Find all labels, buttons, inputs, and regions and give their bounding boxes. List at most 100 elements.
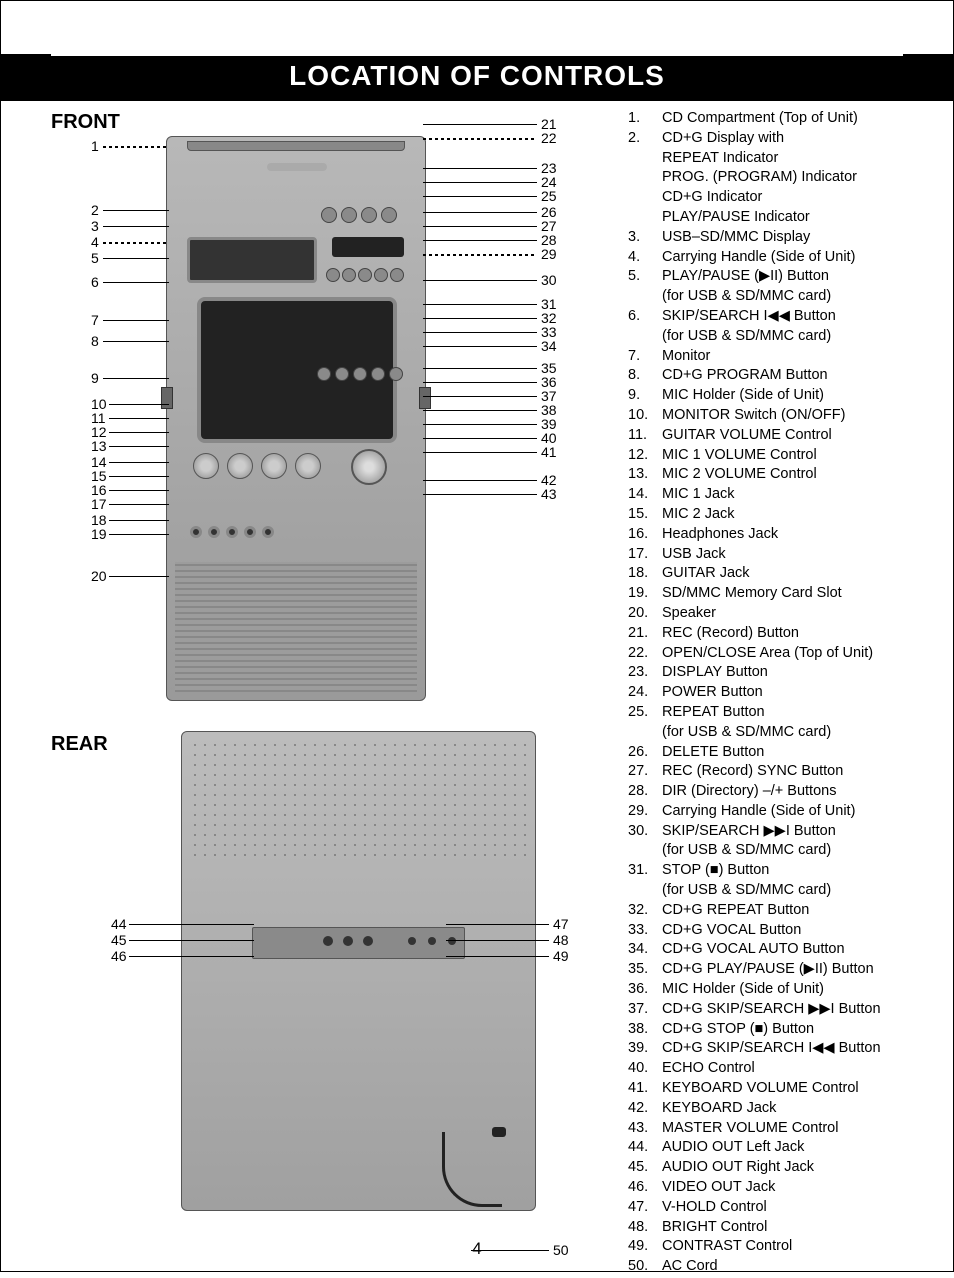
- echo-knob: [351, 449, 387, 485]
- legend-number: 16.: [628, 526, 660, 544]
- legend-number: [628, 328, 660, 346]
- top-buttons-row: [319, 205, 419, 227]
- legend-text: CD+G SKIP/SEARCH I◀◀ Button: [662, 1040, 881, 1058]
- callout-number: 43: [541, 486, 557, 502]
- callout-line: [109, 490, 169, 491]
- legend-number: 34.: [628, 941, 660, 959]
- legend-number: 19.: [628, 585, 660, 603]
- callout-line: [446, 940, 549, 941]
- mic-holder-right: [419, 387, 431, 409]
- callout-number: 6: [91, 274, 99, 290]
- legend-number: 31.: [628, 862, 660, 880]
- callout-line: [446, 956, 549, 957]
- legend-number: 40.: [628, 1060, 660, 1078]
- legend-number: 47.: [628, 1199, 660, 1217]
- callout-line: [423, 124, 537, 125]
- legend-number: 13.: [628, 466, 660, 484]
- callout-line: [423, 254, 537, 256]
- page-title: LOCATION OF CONTROLS: [1, 56, 953, 101]
- callout-number: 5: [91, 250, 99, 266]
- legend-number: [628, 189, 660, 207]
- legend-text: REC (Record) Button: [662, 625, 881, 643]
- callout-line: [423, 240, 537, 241]
- legend-text: MIC 1 Jack: [662, 486, 881, 504]
- legend-text: SD/MMC Memory Card Slot: [662, 585, 881, 603]
- jacks-row: [187, 525, 277, 543]
- legend-text: CD+G STOP (■) Button: [662, 1021, 881, 1039]
- callout-line: [423, 304, 537, 305]
- callout-line: [423, 382, 537, 383]
- callout-line: [423, 168, 537, 169]
- legend-number: 8.: [628, 367, 660, 385]
- callout-number: 7: [91, 312, 99, 328]
- callout-line: [423, 424, 537, 425]
- legend-number: 50.: [628, 1258, 660, 1276]
- legend-number: 17.: [628, 546, 660, 564]
- callout-number: 8: [91, 333, 99, 349]
- legend-text: GUITAR VOLUME Control: [662, 427, 881, 445]
- legend-number: 39.: [628, 1040, 660, 1058]
- legend-number: 33.: [628, 922, 660, 940]
- legend-text: GUITAR Jack: [662, 565, 881, 583]
- legend-number: 14.: [628, 486, 660, 504]
- callout-line: [423, 494, 537, 495]
- callout-line: [423, 226, 537, 227]
- legend-text: Carrying Handle (Side of Unit): [662, 803, 881, 821]
- callout-line: [423, 480, 537, 481]
- legend-text: Carrying Handle (Side of Unit): [662, 249, 881, 267]
- legend-text: (for USB & SD/MMC card): [662, 882, 881, 900]
- ac-cord: [442, 1132, 502, 1207]
- legend-text: REPEAT Indicator: [662, 150, 881, 168]
- callout-line: [423, 396, 537, 397]
- cd-compartment: [187, 141, 405, 151]
- legend-number: 37.: [628, 1001, 660, 1019]
- legend-number: 41.: [628, 1080, 660, 1098]
- callout-line: [103, 210, 169, 211]
- rear-section-label: REAR: [51, 733, 108, 756]
- legend-text: CD Compartment (Top of Unit): [662, 110, 881, 128]
- legend-text: OPEN/CLOSE Area (Top of Unit): [662, 645, 881, 663]
- callout-line: [423, 332, 537, 333]
- legend-text: AUDIO OUT Left Jack: [662, 1139, 881, 1157]
- legend-text: Monitor: [662, 348, 881, 366]
- legend-number: 42.: [628, 1100, 660, 1118]
- legend-text: BRIGHT Control: [662, 1219, 881, 1237]
- legend-number: 36.: [628, 981, 660, 999]
- legend-text: DIR (Directory) –/+ Buttons: [662, 783, 881, 801]
- callout-line: [423, 196, 537, 197]
- legend-number: [628, 882, 660, 900]
- legend-text: V-HOLD Control: [662, 1199, 881, 1217]
- legend-number: 44.: [628, 1139, 660, 1157]
- usb-sd-display: [332, 237, 404, 257]
- callout-number: 45: [111, 932, 127, 948]
- callout-number: 34: [541, 338, 557, 354]
- callout-line: [423, 368, 537, 369]
- legend-text: REPEAT Button: [662, 704, 881, 722]
- callout-line: [109, 476, 169, 477]
- legend-text: DELETE Button: [662, 744, 881, 762]
- callout-number: 4: [91, 234, 99, 250]
- callout-line: [103, 320, 169, 321]
- callout-line: [423, 182, 537, 183]
- legend-number: 1.: [628, 110, 660, 128]
- callout-number: 3: [91, 218, 99, 234]
- legend-list: 1.CD Compartment (Top of Unit)2.CD+G Dis…: [626, 108, 946, 1278]
- callout-number: 48: [553, 932, 569, 948]
- callout-line: [109, 418, 169, 419]
- callout-line: [423, 438, 537, 439]
- legend-text: MIC 1 VOLUME Control: [662, 447, 881, 465]
- callout-line: [103, 226, 169, 227]
- legend-number: 38.: [628, 1021, 660, 1039]
- legend-text: CD+G PROGRAM Button: [662, 367, 881, 385]
- legend-number: [628, 288, 660, 306]
- front-section-label: FRONT: [51, 111, 120, 134]
- legend-number: [628, 724, 660, 742]
- callout-line: [423, 452, 537, 453]
- legend-number: 2.: [628, 130, 660, 148]
- legend-text: MIC 2 VOLUME Control: [662, 466, 881, 484]
- legend-text: CD+G VOCAL AUTO Button: [662, 941, 881, 959]
- legend-text: CD+G SKIP/SEARCH ▶▶I Button: [662, 1001, 881, 1019]
- legend-number: 46.: [628, 1179, 660, 1197]
- callout-line: [423, 212, 537, 213]
- callout-line: [129, 940, 254, 941]
